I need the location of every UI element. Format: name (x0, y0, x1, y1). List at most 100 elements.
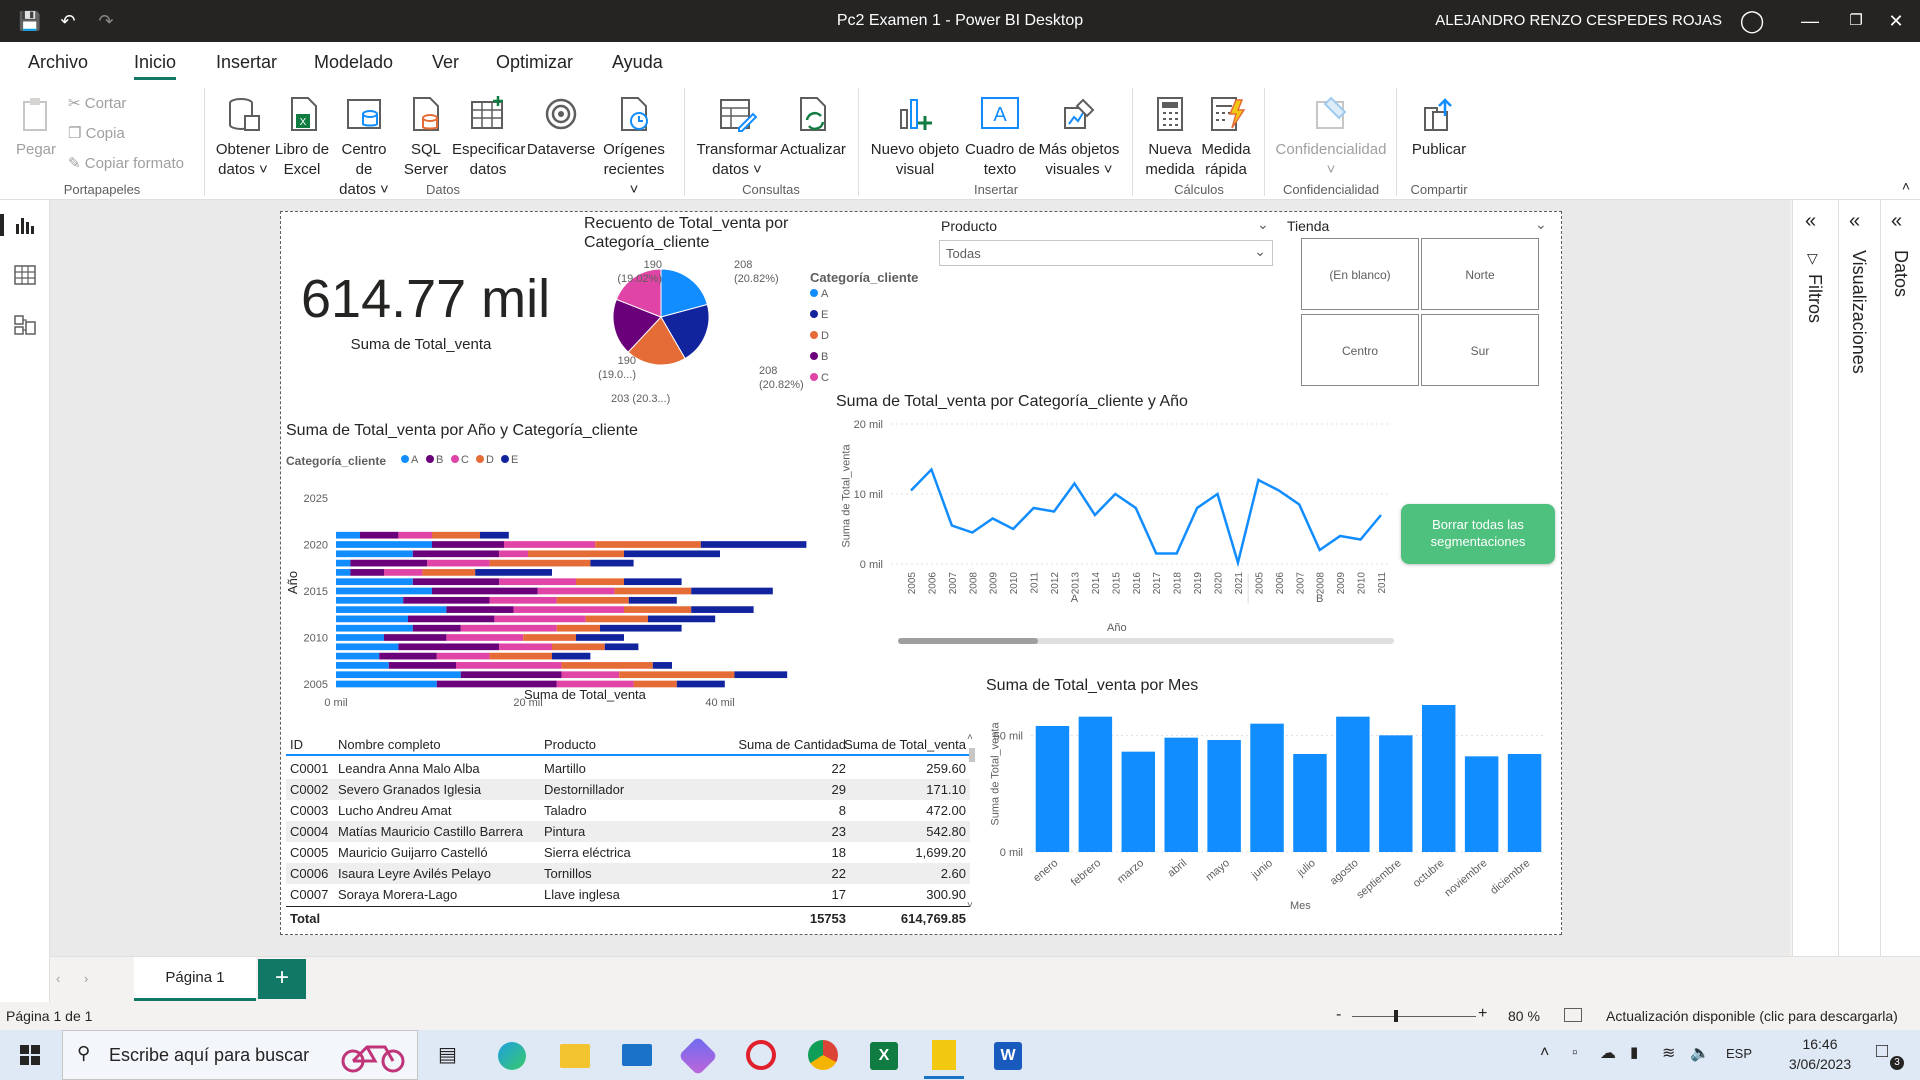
notification-icon[interactable]: □ (1876, 1040, 1889, 1062)
paste-button[interactable]: Pegar (14, 94, 58, 160)
slicer-producto-dropdown[interactable]: Todas ⌄ (939, 240, 1273, 266)
menu-optimizar[interactable]: Optimizar (496, 52, 574, 72)
scroll-up-icon[interactable]: ˄ (967, 732, 973, 743)
format-painter-button[interactable]: ✎ Copiar formato (68, 154, 184, 174)
collapse-icon[interactable]: « (1849, 210, 1861, 232)
model-view-icon[interactable] (14, 314, 36, 336)
menu-inicio[interactable]: Inicio (134, 52, 177, 80)
zoom-level[interactable]: 80 % (1508, 1008, 1540, 1024)
taskbar-search[interactable]: ⚲ Escribe aquí para buscar (62, 1030, 418, 1080)
fit-page-icon[interactable] (1564, 1008, 1582, 1022)
menu-insertar[interactable]: Insertar (216, 52, 278, 72)
zoom-in-icon[interactable]: + (1478, 1005, 1488, 1022)
slicer-tile-blank[interactable]: (En blanco) (1301, 238, 1419, 310)
line-chart[interactable]: 0 mil 10 mil 20 mil 2005 2006 2007 2008 2009 201… (836, 414, 1396, 604)
scrollbar-thumb[interactable] (969, 748, 975, 762)
menu-archivo[interactable]: Archivo (28, 52, 89, 72)
header-cantidad[interactable]: Suma de Cantidad (738, 737, 846, 752)
excel-taskbar-icon[interactable]: X (870, 1042, 898, 1070)
collapse-ribbon-icon[interactable]: ˄ (1901, 178, 1910, 194)
windows-start-icon[interactable] (20, 1045, 40, 1065)
enter-data-button[interactable]: Especificar datos (452, 94, 525, 180)
wifi-icon[interactable]: ≋ (1662, 1045, 1676, 1062)
opera-icon[interactable] (746, 1040, 776, 1070)
get-data-button[interactable]: Obtener datos ˅ (212, 94, 274, 180)
stacked-bar-chart[interactable]: 0 mil 20 mil 40 mil 2005 2010 2015 2020 2025 (281, 474, 841, 714)
save-icon[interactable]: 💾 (18, 11, 42, 31)
task-view-icon[interactable]: ▤ (438, 1044, 457, 1066)
tray-chevron-icon[interactable]: ˄ (1540, 1044, 1550, 1061)
transform-data-button[interactable]: Transformar datos ˅ (694, 94, 780, 180)
clock-date[interactable]: 3/06/2023 (1788, 1056, 1852, 1072)
excel-button[interactable]: X Libro de Excel (272, 94, 332, 180)
header-producto[interactable]: Producto (544, 737, 597, 752)
chevron-down-icon[interactable]: ⌄ (1257, 216, 1269, 232)
tab-page-1[interactable]: Página 1 (134, 957, 256, 1001)
pie-chart[interactable] (561, 252, 761, 382)
copy-button[interactable]: ❐ Copia (68, 124, 125, 144)
cloud-icon[interactable]: ☁ (1600, 1045, 1616, 1062)
new-measure-button[interactable]: Nueva medida (1142, 94, 1198, 180)
line-chart-scrollbar[interactable] (898, 638, 1394, 644)
clear-slicers-button[interactable]: Borrar todas las segmentaciones (1401, 504, 1555, 564)
header-id[interactable]: ID (290, 737, 303, 752)
zoom-out-icon[interactable]: - (1336, 1006, 1342, 1023)
month-bar-chart[interactable]: 0 mil 50 mil enero febrero marzo abril mayo jun… (971, 702, 1551, 922)
data-pane[interactable]: « Datos (1880, 200, 1920, 956)
table-view-icon[interactable] (14, 264, 36, 286)
close-icon[interactable]: ✕ (1888, 11, 1904, 31)
tab-scroll-right-icon[interactable]: › (84, 971, 89, 986)
menu-ver[interactable]: Ver (432, 52, 460, 72)
chrome-icon[interactable] (808, 1040, 838, 1070)
report-view-icon[interactable] (14, 214, 36, 236)
tab-scroll-left-icon[interactable]: ‹ (56, 971, 61, 986)
menu-ayuda[interactable]: Ayuda (612, 52, 663, 72)
menu-modelado[interactable]: Modelado (314, 52, 394, 72)
undo-icon[interactable]: ↶ (60, 11, 76, 31)
language-indicator[interactable]: ESP (1726, 1046, 1753, 1061)
copilot-icon[interactable] (678, 1036, 718, 1076)
zoom-slider-thumb[interactable] (1394, 1010, 1398, 1022)
new-visual-button[interactable]: Nuevo objeto visual (868, 94, 962, 180)
restore-icon[interactable]: ❐ (1849, 12, 1863, 29)
file-explorer-icon[interactable] (560, 1044, 590, 1068)
cut-button[interactable]: ✂ Cortar (68, 94, 126, 114)
scroll-down-icon[interactable]: ˅ (967, 900, 973, 911)
chevron-down-icon[interactable]: ⌄ (1535, 216, 1547, 232)
powerbi-taskbar-icon[interactable] (932, 1040, 956, 1070)
update-notice[interactable]: Actualización disponible (clic para desc… (1606, 1008, 1898, 1024)
collapse-icon[interactable]: « (1805, 210, 1817, 232)
header-total-venta[interactable]: Suma de Total_venta (844, 737, 966, 752)
sql-server-button[interactable]: SQL Server (402, 94, 450, 180)
sensitivity-button[interactable]: Confidencialidad ˅ (1274, 94, 1388, 180)
edge-icon[interactable] (498, 1042, 526, 1070)
redo-icon[interactable]: ↷ (98, 11, 114, 31)
table-scrollbar[interactable]: ˄ ˅ (967, 732, 977, 918)
publish-button[interactable]: Publicar (1406, 94, 1472, 160)
clock-time[interactable]: 16:46 (1802, 1036, 1838, 1052)
collapse-icon[interactable]: « (1891, 210, 1903, 232)
add-page-button[interactable]: + (258, 959, 306, 999)
textbox-button[interactable]: A Cuadro de texto (964, 94, 1036, 180)
recent-sources-button[interactable]: Orígenes recientes ˅ (598, 94, 670, 200)
word-taskbar-icon[interactable]: W (994, 1042, 1022, 1070)
scrollbar-thumb[interactable] (898, 638, 1038, 644)
dataverse-button[interactable]: Dataverse (526, 94, 596, 160)
mail-icon[interactable] (622, 1044, 652, 1066)
datacenter-button[interactable]: Centro de datos ˅ (332, 94, 396, 200)
quick-measure-button[interactable]: Medida rápida (1198, 94, 1254, 180)
minimize-icon[interactable]: — (1801, 11, 1819, 31)
filters-pane[interactable]: « ▽ Filtros (1792, 200, 1838, 956)
account-icon[interactable]: ◯ (1739, 8, 1765, 33)
refresh-button[interactable]: Actualizar (780, 94, 846, 160)
more-visuals-button[interactable]: Más objetos visuales ˅ (1036, 94, 1122, 180)
slicer-tile-norte[interactable]: Norte (1421, 238, 1539, 310)
slicer-tile-sur[interactable]: Sur (1421, 314, 1539, 386)
slicer-tile-centro[interactable]: Centro (1301, 314, 1419, 386)
tray-device-icon[interactable]: ▫ (1572, 1044, 1578, 1061)
volume-icon[interactable]: 🔈 (1690, 1045, 1710, 1062)
header-nombre[interactable]: Nombre completo (338, 737, 441, 752)
battery-icon[interactable]: ▮ (1630, 1044, 1639, 1061)
visualizations-pane[interactable]: « Visualizaciones (1838, 200, 1880, 956)
zoom-slider[interactable] (1352, 1016, 1476, 1017)
